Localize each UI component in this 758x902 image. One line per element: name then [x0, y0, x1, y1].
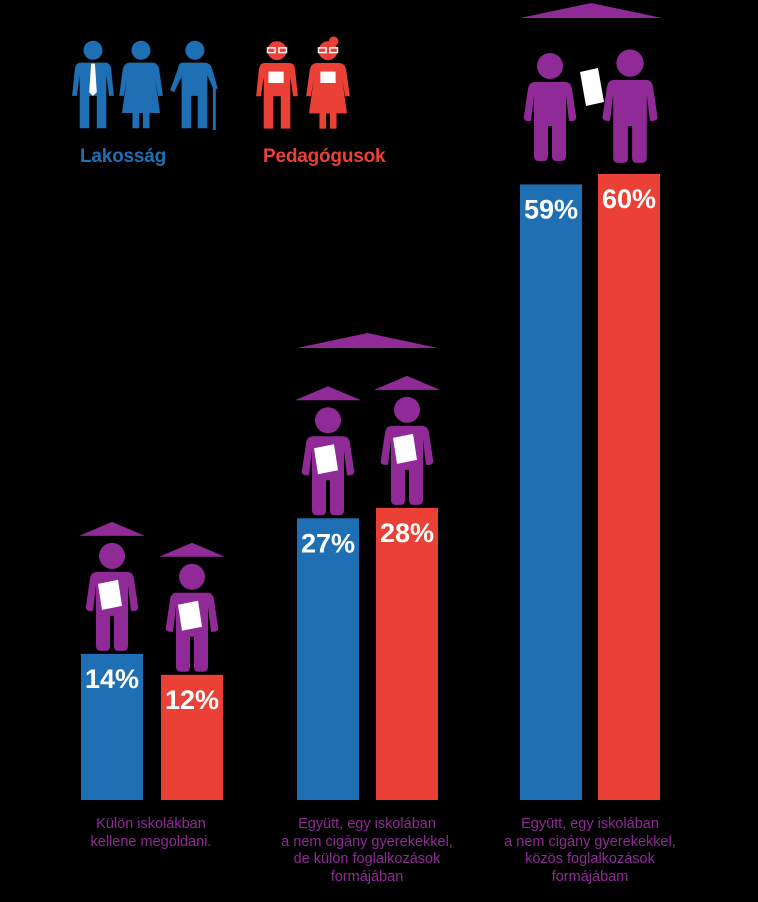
bar-value-label: 12% — [165, 685, 219, 715]
bar-lakossag-2 — [297, 518, 359, 800]
category-label-2: Együtt, egy iskolában a nem cigány gyere… — [281, 816, 453, 885]
person-figure-icon — [85, 542, 139, 651]
bar-value-label: 59% — [524, 194, 578, 224]
bar-lakossag-3 — [520, 184, 582, 800]
teacher-figure-icon — [79, 3, 662, 672]
legend-pedagogusok: Pedagógusok — [263, 146, 386, 167]
bar-value-label: 60% — [602, 184, 656, 214]
bar-pedagogusok-3 — [598, 174, 660, 800]
bar-pedagogusok-1 — [161, 674, 223, 800]
bar-value-label: 27% — [301, 528, 355, 558]
roof-shape — [295, 386, 361, 401]
people-icon — [72, 40, 218, 131]
roof-shape — [79, 521, 145, 536]
bar-lakossag-1 — [81, 653, 143, 800]
roof-shape — [159, 542, 225, 557]
roof-shape — [297, 333, 438, 348]
handshake-figures-icon — [523, 49, 658, 163]
person-figure-icon — [380, 396, 434, 505]
bar-value-label: 28% — [380, 518, 434, 548]
teachers-icon — [256, 36, 350, 129]
roof-shape — [520, 3, 662, 18]
roof-shape — [374, 375, 440, 390]
bar-pedagogusok-2 — [376, 507, 438, 800]
person-figure-icon — [301, 407, 355, 516]
legend-lakossag: Lakosság — [80, 146, 167, 167]
bar-value-label: 14% — [85, 664, 139, 694]
person-figure-icon — [165, 563, 219, 672]
category-label-1: Külön iskolákban kellene megoldani. — [90, 816, 212, 850]
category-label-3: Együtt, egy iskolában a nem cigány gyere… — [504, 816, 676, 885]
